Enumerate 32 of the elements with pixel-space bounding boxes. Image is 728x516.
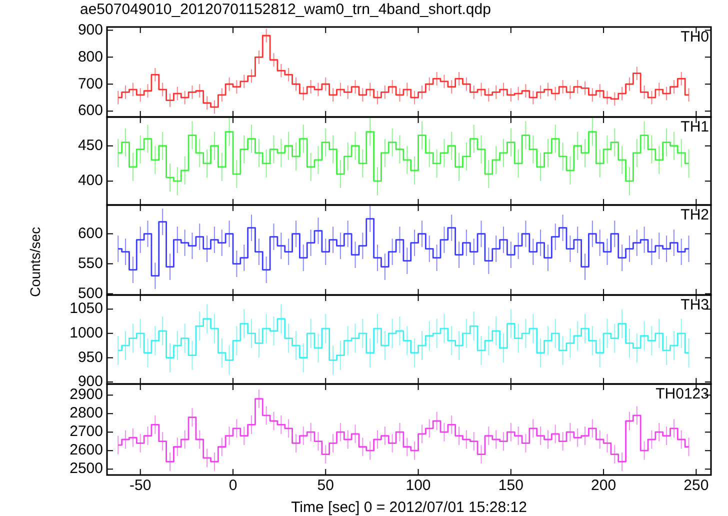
x-tick-label: 200 <box>591 477 616 494</box>
y-tick-label: 950 <box>78 348 103 366</box>
y-tick-label: 1000 <box>70 324 103 342</box>
series-label: TH1 <box>680 118 709 136</box>
chart-title: ae507049010_20120701152812_wam0_trn_4band_short.qdp <box>80 0 491 20</box>
x-tick-label: -50 <box>130 477 152 494</box>
y-tick-label: 700 <box>78 75 103 92</box>
y-tick-label: 2900 <box>70 386 103 404</box>
y-tick-label: 2600 <box>70 442 103 459</box>
y-tick-label: 800 <box>78 48 103 66</box>
y-tick-label: 2800 <box>70 404 103 422</box>
y-tick-label: 900 <box>78 21 103 38</box>
series-label: TH3 <box>680 296 709 314</box>
x-axis-title: Time [sec] 0 = 2012/07/01 15:28:12 <box>291 499 527 516</box>
x-tick-label: 0 <box>228 477 238 494</box>
y-tick-label: 2700 <box>70 423 103 440</box>
x-tick-label: 250 <box>684 477 709 494</box>
y-tick-label: 400 <box>78 172 103 190</box>
text: TH0 <box>680 28 709 46</box>
x-tick-label: 150 <box>498 477 524 494</box>
series-label: TH2 <box>680 206 709 224</box>
y-tick-label: 600 <box>78 102 103 120</box>
y-tick-label: 1050 <box>70 300 103 318</box>
y-tick-label: 600 <box>78 224 103 242</box>
x-tick-label: 100 <box>406 477 431 494</box>
y-tick-label: 550 <box>78 254 103 272</box>
y-tick-label: 2500 <box>70 460 103 478</box>
y-axis-title: Counts/sec <box>27 226 43 300</box>
y-tick-label: 450 <box>78 137 103 154</box>
x-tick-label: 50 <box>317 477 334 494</box>
series-label: TH0123 <box>656 386 709 403</box>
y-tick-label: 500 <box>78 284 103 302</box>
